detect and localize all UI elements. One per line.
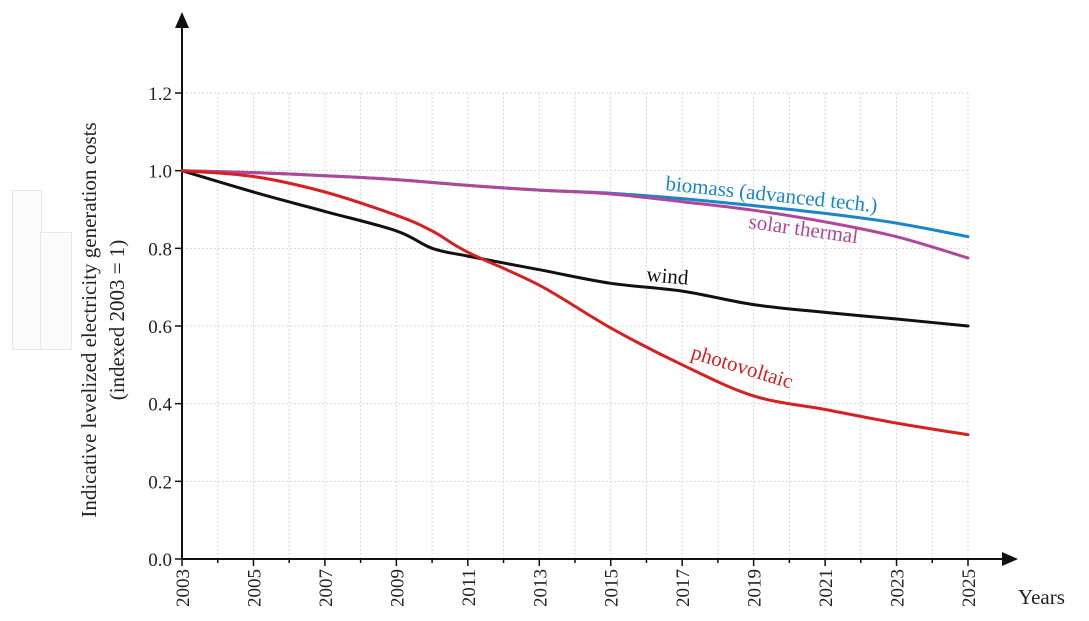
x-tick-label: 2011 [459,569,480,606]
y-tick-label: 0.2 [148,472,172,493]
x-tick-label: 2007 [316,569,337,607]
x-tick-label: 2023 [888,569,909,607]
x-tick-label: 2019 [745,569,766,607]
y-tick-label: 0.6 [148,317,172,338]
x-axis-title: Years [1018,585,1065,609]
x-tick-label: 2009 [387,569,408,607]
x-tick-label: 2005 [244,569,265,607]
x-tick-label: 2013 [530,569,551,607]
y-axis-title-line-1: Indicative levelized electricity generat… [77,122,101,517]
x-tick-label: 2017 [673,569,694,607]
series-line-photovoltaic [180,169,970,437]
y-axis-title: Indicative levelized electricity generat… [77,122,129,517]
x-tick-label: 2025 [959,569,980,607]
y-tick-label: 1.2 [148,84,172,105]
y-axis-arrow [175,12,189,28]
series-label-biomass: biomass (advanced tech.) [664,171,878,217]
series-line-solar-thermal [180,169,970,260]
y-tick-label: 0.8 [148,239,172,260]
axes [175,12,1018,566]
series-label-wind: wind [646,262,690,290]
faded-box-inner [40,232,72,350]
y-tick-label: 0.4 [148,395,172,416]
ticks: 2003 2005 2007 2009 2011 2013 2015 2017 2019 2021… [148,84,980,607]
x-axis-arrow [1002,552,1018,566]
x-tick-label: 2015 [602,569,623,607]
faded-box-left [12,190,42,350]
y-axis-title-line-2: (indexed 2003 = 1) [105,240,129,401]
grid [181,92,969,559]
series-labels: biomass (advanced tech.) solar thermal w… [646,171,879,393]
series-lines [180,169,970,437]
y-tick-label: 0.0 [148,550,172,571]
series-line-wind [180,169,970,328]
y-tick-label: 1.0 [148,162,172,183]
x-tick-label: 2021 [816,569,837,607]
series-label-photovoltaic: photovoltaic [689,340,796,394]
x-tick-label: 2003 [173,569,194,607]
